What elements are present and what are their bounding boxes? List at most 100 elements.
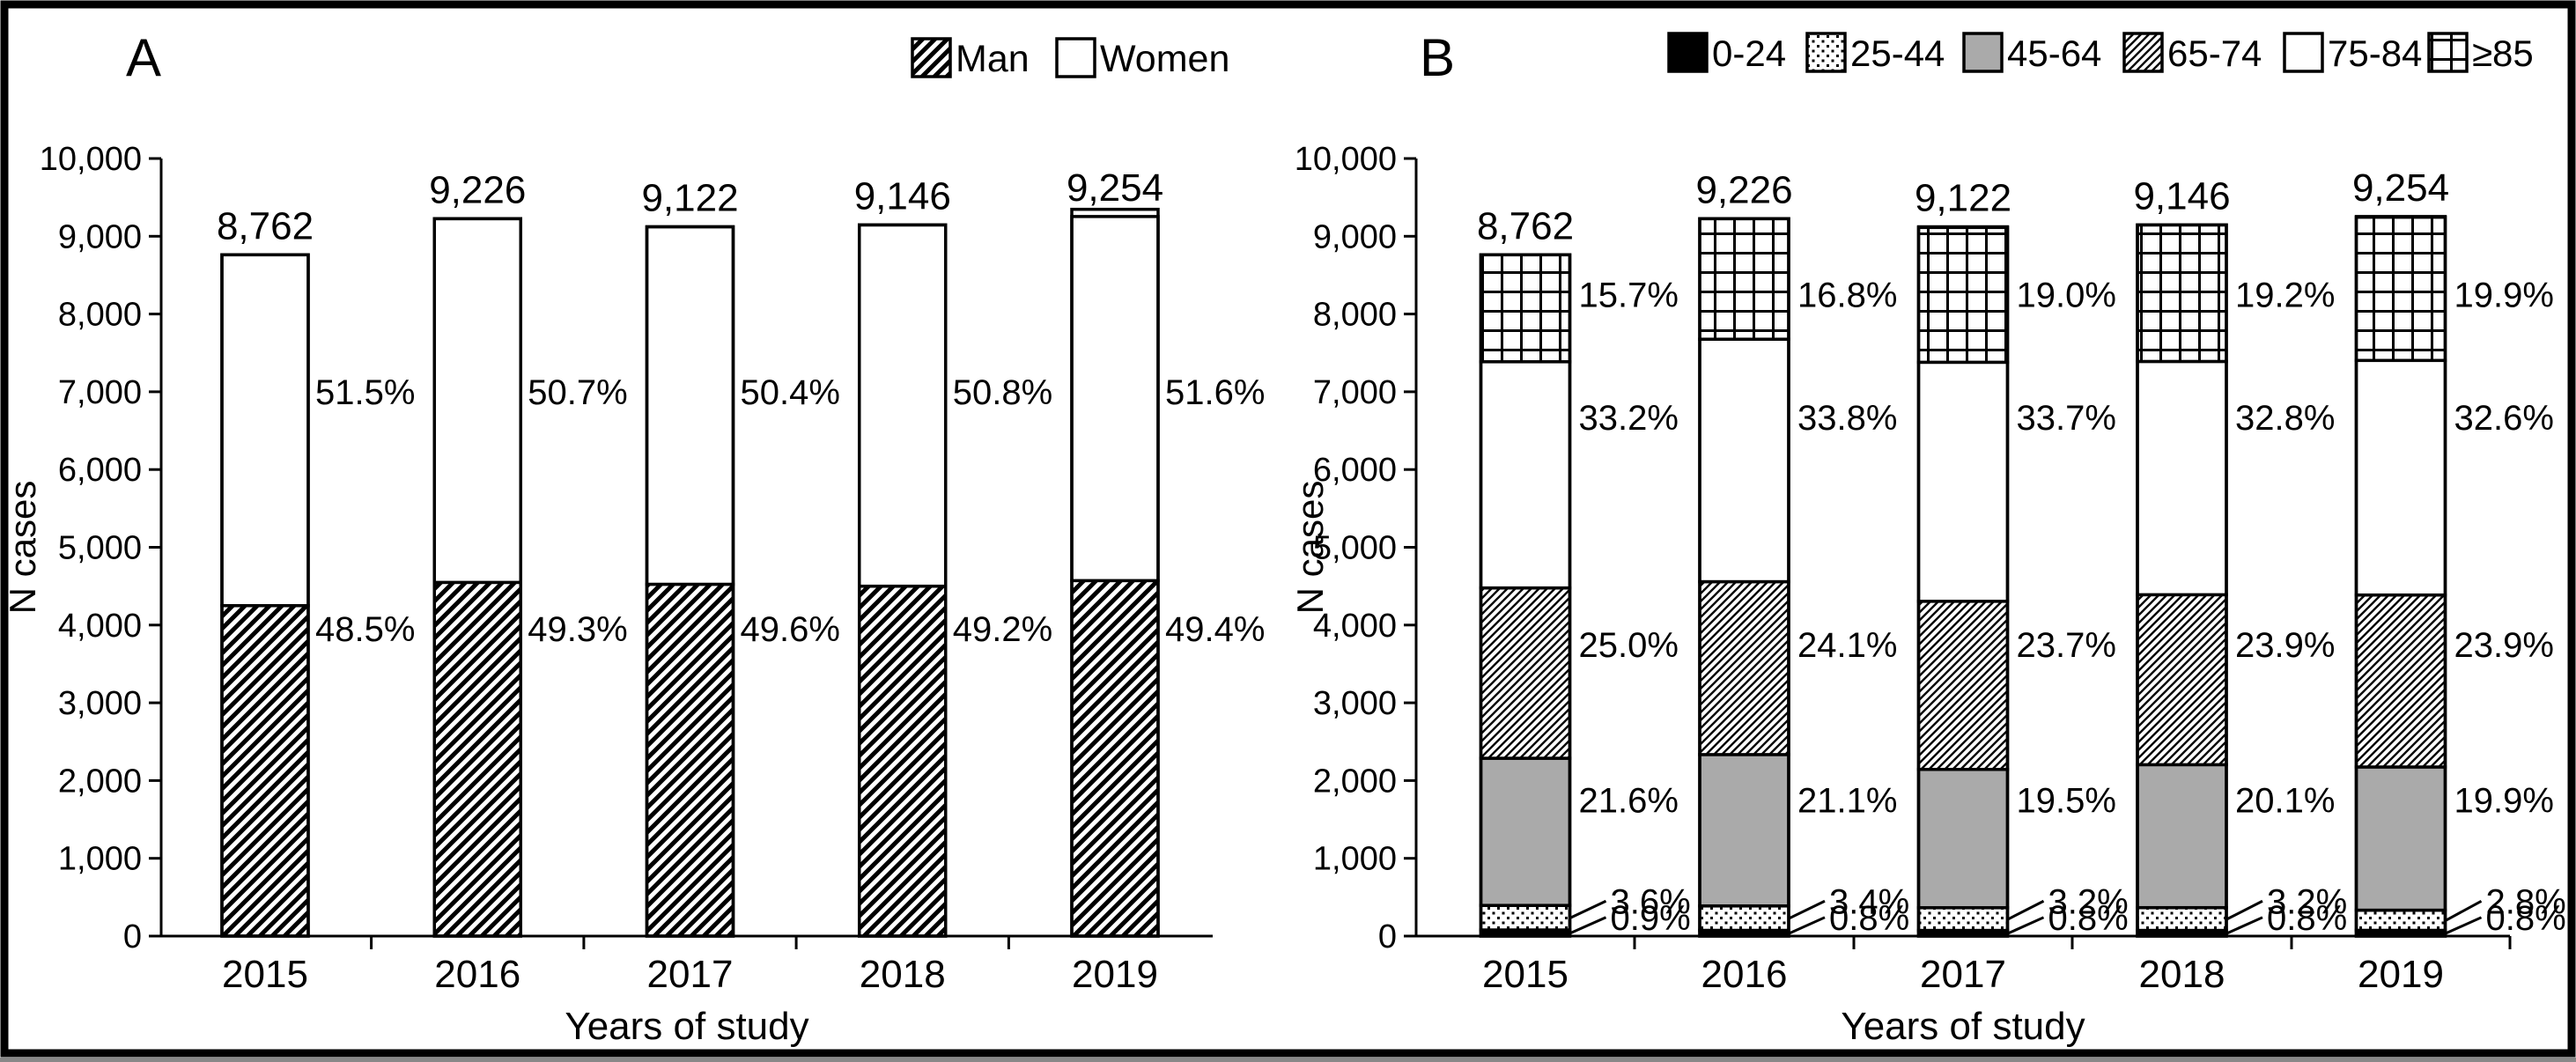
leader-line [2007,899,2045,921]
leader-line [2226,916,2263,935]
y-tick-label: 5,000 [58,530,142,567]
bar-segment-a-2017 [645,225,735,586]
y-tick-label: 6,000 [1313,452,1397,489]
y-tick-label: 8,000 [1313,297,1397,334]
leader-line [2445,916,2483,935]
bar-total-label: 9,146 [2133,174,2230,218]
x-category-label: 2015 [1482,953,1568,996]
x-category-label: 2018 [860,953,946,996]
segment-percent-label: 19.9% [2454,277,2554,315]
y-tick-label: 4,000 [1313,608,1397,645]
bar-total-label: 9,122 [641,177,738,220]
bar-segment-b-2018 [2136,905,2228,933]
segment-percent-label: 32.6% [2454,399,2554,438]
y-tick-label: 2,000 [1313,763,1397,800]
bar-outline [858,223,948,938]
panel-label: B [1420,28,1455,87]
bar-segment-b-2019 [2354,765,2447,912]
y-tick-label: 7,000 [1313,374,1397,411]
x-category-label: 2016 [1701,953,1788,996]
y-tick-label: 5,000 [1313,530,1397,567]
segment-percent-label: 48.5% [315,610,415,649]
bar-segment-a-2016 [432,217,522,585]
leader-line [2445,899,2483,922]
bar-outline [2136,223,2228,938]
segment-percent-label: 49.2% [953,610,1052,649]
bar-segment-b-2016 [1698,904,1790,933]
segment-percent-label: 19.5% [2017,781,2116,820]
segment-percent-label: 25.0% [1579,626,1679,665]
segment-percent-label: 0.8% [1829,899,1909,938]
bar-total-label: 9,254 [1067,166,1163,210]
segment-percent-label: 21.6% [1579,781,1679,820]
bar-segment-a-2018 [858,223,948,588]
legend-label: 75-84 [2328,33,2422,74]
x-category-label: 2019 [2358,953,2444,996]
bar-outline [1070,215,1160,938]
segment-percent-label: 19.0% [2017,277,2116,315]
segment-percent-label: 49.6% [741,610,840,649]
bar-segment-b-2016 [1698,753,1790,908]
y-tick-label: 3,000 [1313,685,1397,722]
bar-segment-b-2017 [1916,360,2010,603]
bar-outline [432,217,522,938]
leader-line [1789,899,1826,919]
bar-total-label: 9,226 [1695,168,1792,211]
segment-percent-label: 2.8% [2486,882,2566,921]
bar-segment-b-2017 [1916,225,2010,365]
bar-total-label: 8,762 [217,204,314,247]
bar-segment-b-2017 [1916,600,2010,771]
y-tick-label: 4,000 [58,608,142,645]
legend-swatch-white-icon [1055,37,1096,78]
bar-total-label: 9,254 [2352,166,2449,210]
bar-segment-b-2018 [2136,593,2228,767]
x-category-label: 2017 [647,953,734,996]
legend-swatch-white-icon [2283,32,2324,73]
legend-label: ≥85 [2472,33,2534,74]
bar-segment-b-2016 [1698,217,1790,341]
bar-total-label: 9,122 [1915,177,2011,220]
bar-outline [645,225,735,938]
bar-segment-b-2019 [2354,215,2447,363]
y-tick-label: 9,000 [1313,218,1397,255]
leader-line [1569,916,1607,934]
bar-segment-b-2018 [2136,763,2228,910]
segment-percent-label: 3.4% [1829,882,1909,921]
y-tick-label: 6,000 [58,452,142,489]
bar-segment-a-2016 [432,580,522,938]
legend-swatch-diagonal-hatch-icon [911,37,952,78]
y-tick-label: 0 [123,918,142,955]
bar-segment-b-2015 [1479,756,1572,907]
legend-swatch-dotted-icon [1805,32,1847,73]
segment-percent-label: 49.4% [1165,610,1265,649]
segment-percent-label: 16.8% [1797,277,1897,315]
y-tick-label: 1,000 [58,841,142,878]
panel-b: B 0-24 25-44 45-64 65-74 75-84 ≥85 0 1,000 2,000 3… [1289,28,2566,1048]
x-category-label: 2018 [2139,953,2225,996]
y-tick-label: 9,000 [58,218,142,255]
bar-segment-b-2015 [1479,903,1572,932]
segment-percent-label: 51.6% [1165,373,1265,412]
bar-segment-a-2019 [1070,579,1160,938]
segment-percent-label: 50.8% [953,373,1052,412]
bar-segment-b-2019 [2354,358,2447,597]
segment-percent-label: 20.1% [2235,781,2335,820]
bar-segment-b-2016 [1698,337,1790,584]
y-tick-label: 2,000 [58,763,142,800]
bar-total-label: 9,226 [429,168,526,211]
x-category-label: 2017 [1920,953,2006,996]
legend-swatch-solid-gray-icon [1962,32,2004,73]
segment-percent-label: 15.7% [1579,277,1679,315]
y-tick-label: 10,000 [40,141,142,178]
leader-line [2226,899,2263,920]
segment-percent-label: 19.2% [2235,277,2335,315]
bar-total-label: 9,146 [854,174,951,218]
bar-segment-a-2015 [220,604,310,938]
y-tick-label: 10,000 [1295,141,1397,178]
segment-percent-label: 23.9% [2235,626,2335,665]
segment-percent-label: 33.8% [1797,399,1897,438]
x-category-label: 2015 [222,953,308,996]
segment-percent-label: 32.8% [2235,399,2335,438]
